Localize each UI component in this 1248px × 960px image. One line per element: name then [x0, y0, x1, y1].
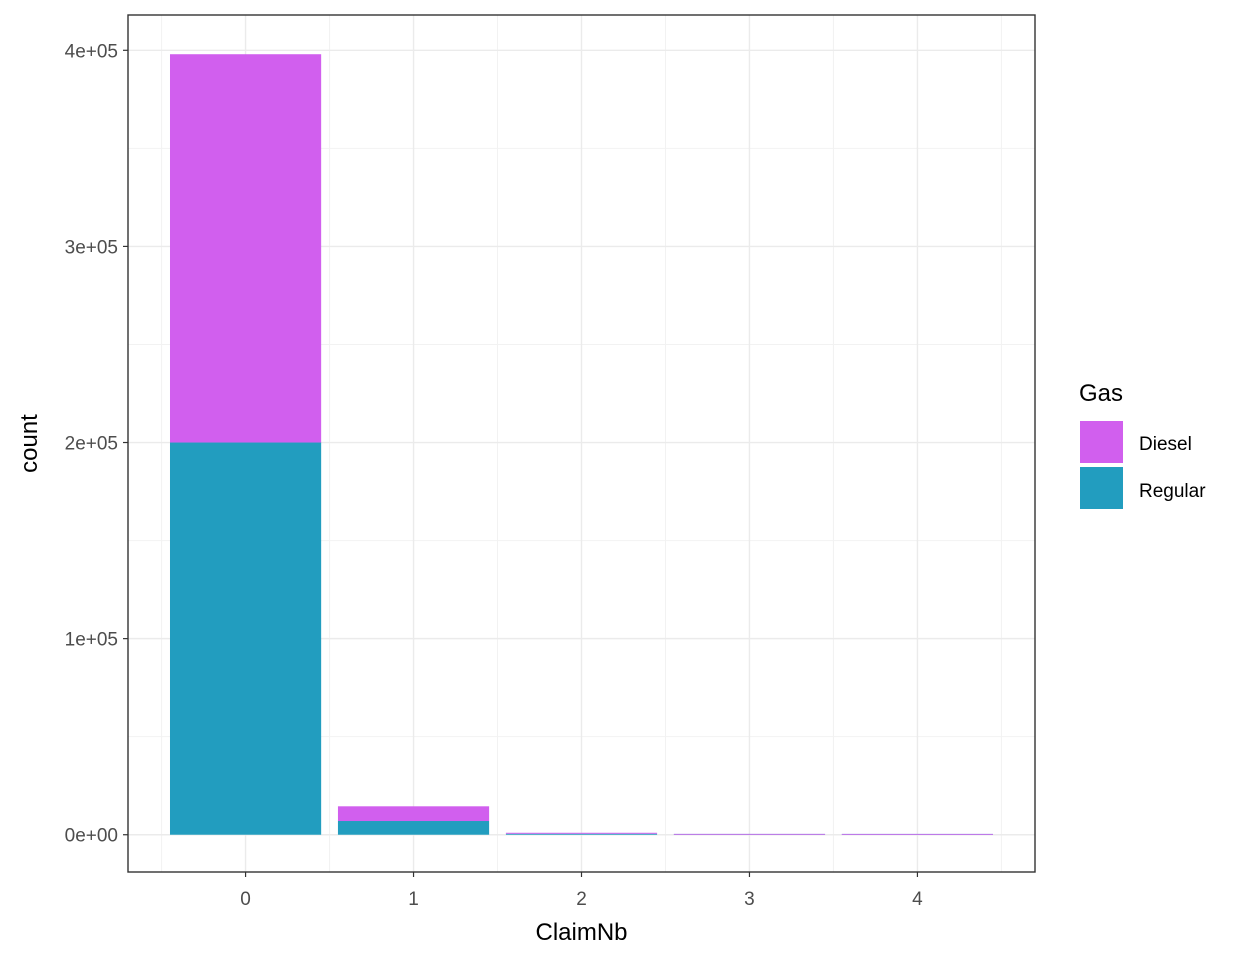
x-tick-label: 3 — [744, 889, 755, 910]
x-axis-title: ClaimNb — [535, 919, 627, 946]
y-tick-label: 3e+05 — [65, 237, 118, 258]
legend-label-diesel: Diesel — [1139, 434, 1192, 455]
bar-diesel-2 — [505, 832, 658, 834]
y-tick-label: 0e+00 — [65, 826, 118, 847]
bar-regular-1 — [337, 821, 490, 835]
bars — [169, 54, 994, 835]
bar-diesel-0 — [169, 54, 322, 443]
legend-title: Gas — [1079, 380, 1123, 407]
x-tick-label: 1 — [408, 889, 419, 910]
bar-diesel-3 — [673, 833, 826, 835]
bar-regular-0 — [169, 442, 322, 835]
x-tick-label: 2 — [576, 889, 587, 910]
bar-diesel-4 — [841, 833, 994, 835]
legend-key-regular — [1080, 467, 1123, 509]
y-tick-label: 1e+05 — [65, 630, 118, 651]
bar-regular-2 — [505, 833, 658, 835]
y-axis-title: count — [16, 414, 43, 473]
y-ticks: 0e+00 1e+05 2e+05 3e+05 4e+05 — [65, 41, 128, 847]
legend-label-regular: Regular — [1139, 481, 1206, 502]
x-ticks: 0 1 2 3 4 — [240, 872, 923, 910]
bar-diesel-1 — [337, 806, 490, 822]
legend: Gas Diesel Regular — [1079, 380, 1206, 509]
x-tick-label: 0 — [240, 889, 251, 910]
y-tick-label: 4e+05 — [65, 41, 118, 62]
y-tick-label: 2e+05 — [65, 434, 118, 455]
x-tick-label: 4 — [912, 889, 923, 910]
legend-key-diesel — [1080, 421, 1123, 463]
